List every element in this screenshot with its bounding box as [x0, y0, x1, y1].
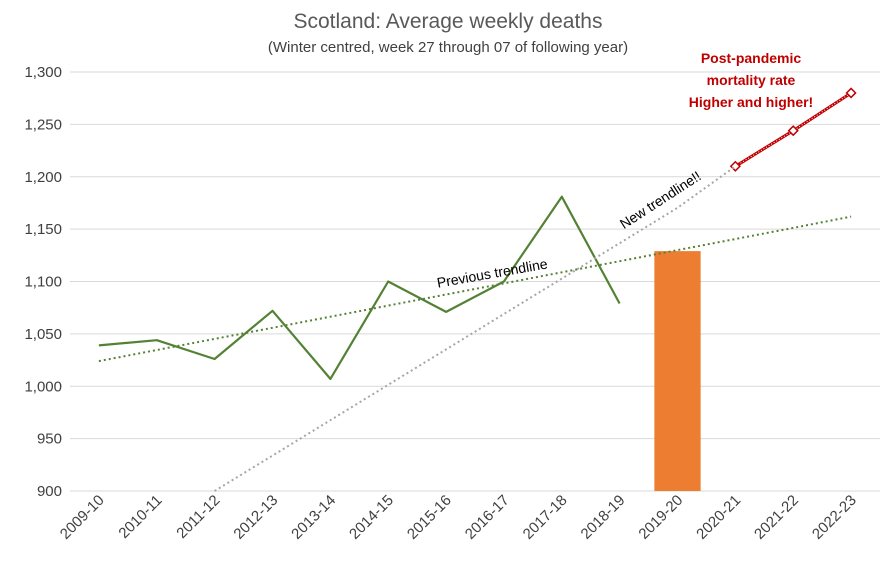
x-tick-label: 2012-13	[230, 492, 281, 543]
annotation-post-pandemic: Post-pandemic	[701, 50, 802, 66]
chart-title: Scotland: Average weekly deaths	[294, 10, 603, 33]
bar	[654, 251, 701, 491]
y-tick-label: 950	[37, 431, 62, 448]
x-tick-label: 2017-18	[520, 492, 571, 543]
y-tick-label: 1,000	[24, 378, 62, 395]
y-tick-label: 1,200	[24, 169, 62, 186]
x-tick-label: 2013-14	[288, 492, 339, 543]
data-point	[845, 87, 857, 99]
y-tick-label: 1,150	[24, 221, 62, 238]
x-tick-label: 2015-16	[404, 492, 455, 543]
chart-subtitle: (Winter centred, week 27 through 07 of f…	[268, 39, 628, 56]
y-tick-label: 1,050	[24, 326, 62, 343]
x-tick-label: 2019-20	[635, 492, 686, 543]
annotation-new-trendline: New trendline!!	[617, 168, 704, 232]
trendline	[98, 215, 852, 363]
y-tick-label: 1,100	[24, 274, 62, 291]
x-tick-label: 2011-12	[173, 492, 223, 542]
series-line	[98, 195, 621, 380]
series-marks	[98, 87, 857, 492]
y-axis-ticks: 900 950 1,000 1,050 1,100 1,150 1,200 1,250 1,30…	[24, 64, 62, 500]
x-tick-label: 2010-11	[115, 492, 165, 542]
x-tick-label: 2014-15	[346, 492, 397, 543]
x-tick-label: 2009-10	[57, 492, 108, 543]
x-tick-label: 2016-17	[462, 492, 513, 543]
y-tick-label: 1,250	[24, 116, 62, 133]
data-point	[787, 125, 799, 137]
x-tick-label: 2022-23	[809, 492, 860, 543]
annotation-mortality-rate: mortality rate	[707, 72, 796, 88]
gridlines	[70, 71, 880, 492]
x-tick-label: 2018-19	[578, 492, 629, 543]
x-axis-ticks: 2009-10 2010-11 2011-12 2012-13 2013-14 2014-…	[57, 492, 860, 543]
annotations: Previous trendline New trendline!! Post-…	[436, 50, 814, 291]
x-tick-label: 2020-21	[693, 492, 744, 543]
y-tick-label: 900	[37, 483, 62, 500]
y-tick-label: 1,300	[24, 64, 62, 81]
annotation-higher-and-higher: Higher and higher!	[689, 94, 813, 110]
trendline	[214, 165, 736, 492]
x-tick-label: 2021-22	[751, 492, 802, 543]
